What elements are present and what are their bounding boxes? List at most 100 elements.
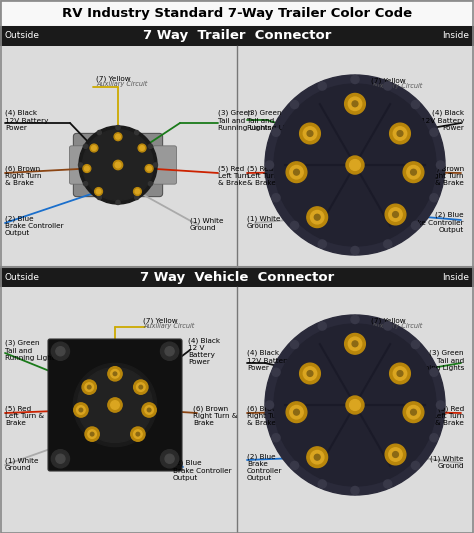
Text: (6) Brown
Right Turn &
Brake: (6) Brown Right Turn & Brake	[193, 405, 237, 426]
Circle shape	[145, 165, 153, 173]
Circle shape	[136, 432, 140, 436]
Circle shape	[115, 162, 121, 168]
Circle shape	[383, 240, 392, 248]
Text: (3) Green
Tail and
Running Lights: (3) Green Tail and Running Lights	[218, 110, 272, 131]
Circle shape	[272, 368, 280, 376]
Circle shape	[134, 430, 142, 439]
Circle shape	[290, 406, 303, 419]
Circle shape	[351, 316, 359, 324]
Circle shape	[348, 97, 362, 110]
Circle shape	[82, 130, 154, 200]
Circle shape	[97, 195, 101, 199]
Circle shape	[346, 396, 364, 414]
Text: (4) Black
12V Battery
Power: (4) Black 12V Battery Power	[5, 110, 48, 131]
Circle shape	[351, 487, 359, 495]
Text: Auxiliary Circuit: Auxiliary Circuit	[371, 83, 422, 89]
Text: Auxiliary Circuit: Auxiliary Circuit	[143, 323, 194, 329]
FancyBboxPatch shape	[153, 146, 177, 184]
Circle shape	[389, 208, 402, 221]
Circle shape	[383, 82, 392, 90]
Circle shape	[274, 324, 436, 486]
Circle shape	[147, 166, 152, 171]
Circle shape	[410, 169, 416, 175]
Text: (7) Yellow: (7) Yellow	[371, 77, 406, 84]
Circle shape	[147, 408, 151, 412]
Circle shape	[137, 383, 145, 391]
Circle shape	[352, 341, 358, 346]
Circle shape	[84, 166, 89, 171]
Circle shape	[116, 200, 120, 205]
Bar	[0, 46, 474, 267]
Circle shape	[291, 341, 299, 349]
FancyBboxPatch shape	[48, 339, 182, 471]
Text: (7) Yellow: (7) Yellow	[96, 75, 131, 82]
Circle shape	[385, 444, 406, 465]
Text: (5) Red
Left Turn &
Brake: (5) Red Left Turn & Brake	[5, 405, 44, 426]
Circle shape	[430, 434, 438, 442]
Circle shape	[51, 342, 70, 360]
Circle shape	[318, 322, 326, 330]
FancyBboxPatch shape	[69, 146, 93, 184]
Text: (2) Blue
Brake Controller
Output: (2) Blue Brake Controller Output	[173, 460, 232, 481]
Text: (1) White
Ground: (1) White Ground	[247, 215, 281, 229]
Circle shape	[97, 131, 101, 135]
Circle shape	[393, 367, 407, 380]
Circle shape	[91, 146, 96, 150]
Circle shape	[79, 163, 82, 167]
Circle shape	[135, 131, 139, 135]
Circle shape	[307, 131, 313, 136]
Text: (4) Black
12V Battery
Power: (4) Black 12V Battery Power	[247, 350, 291, 371]
Text: Inside: Inside	[442, 272, 469, 281]
Circle shape	[345, 334, 365, 354]
Circle shape	[389, 448, 402, 461]
Circle shape	[410, 409, 416, 415]
Circle shape	[135, 189, 140, 194]
Bar	[0, 267, 474, 287]
Text: (7) Yellow: (7) Yellow	[371, 317, 406, 324]
Circle shape	[148, 144, 153, 148]
Circle shape	[411, 101, 419, 109]
Circle shape	[95, 188, 102, 196]
Circle shape	[154, 163, 157, 167]
Circle shape	[96, 189, 101, 194]
Circle shape	[265, 161, 273, 169]
Circle shape	[392, 212, 399, 217]
Text: (3) Green
Tail and
Running Lights: (3) Green Tail and Running Lights	[5, 340, 58, 361]
Text: (3) Green
Tail and
Running Lights: (3) Green Tail and Running Lights	[247, 110, 301, 131]
Circle shape	[148, 182, 153, 186]
Circle shape	[300, 363, 320, 384]
Circle shape	[303, 367, 317, 380]
Text: (2) Blue
Brake Controller
Output: (2) Blue Brake Controller Output	[405, 212, 464, 233]
Circle shape	[83, 144, 88, 148]
Circle shape	[116, 125, 120, 130]
Circle shape	[350, 400, 360, 410]
Circle shape	[138, 144, 146, 152]
Circle shape	[307, 370, 313, 376]
Circle shape	[346, 156, 364, 174]
Circle shape	[83, 165, 91, 173]
Circle shape	[111, 401, 119, 409]
Bar	[0, 26, 474, 46]
Text: (3) Green
Tail and
Running Lights: (3) Green Tail and Running Lights	[410, 350, 464, 371]
Circle shape	[390, 123, 410, 144]
Circle shape	[265, 401, 273, 409]
Circle shape	[411, 341, 419, 349]
Circle shape	[161, 450, 179, 468]
Circle shape	[74, 403, 88, 417]
Circle shape	[265, 315, 445, 495]
Circle shape	[437, 161, 445, 169]
Circle shape	[145, 406, 154, 414]
Circle shape	[290, 165, 303, 179]
Circle shape	[314, 214, 320, 220]
Circle shape	[383, 480, 392, 488]
Circle shape	[111, 369, 119, 378]
Text: (6) Brown
Right Turn
& Brake: (6) Brown Right Turn & Brake	[428, 165, 464, 186]
Circle shape	[403, 162, 424, 182]
Text: (4) Black
12 V
Battery
Power: (4) Black 12 V Battery Power	[188, 337, 220, 365]
Bar	[0, 0, 474, 26]
Text: (2) Blue
Brake Controller
Output: (2) Blue Brake Controller Output	[5, 215, 64, 236]
Circle shape	[272, 128, 280, 136]
Circle shape	[265, 75, 445, 255]
Circle shape	[307, 207, 328, 228]
Circle shape	[77, 406, 85, 414]
